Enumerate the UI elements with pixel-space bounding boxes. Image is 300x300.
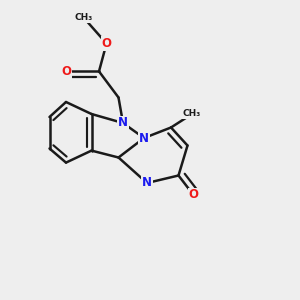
Text: CH₃: CH₃ [183, 110, 201, 118]
Text: N: N [118, 116, 128, 130]
Text: N: N [142, 176, 152, 190]
Text: O: O [101, 37, 112, 50]
Text: N: N [139, 131, 149, 145]
Text: O: O [188, 188, 199, 202]
Text: CH₃: CH₃ [75, 14, 93, 22]
Text: O: O [61, 65, 71, 78]
